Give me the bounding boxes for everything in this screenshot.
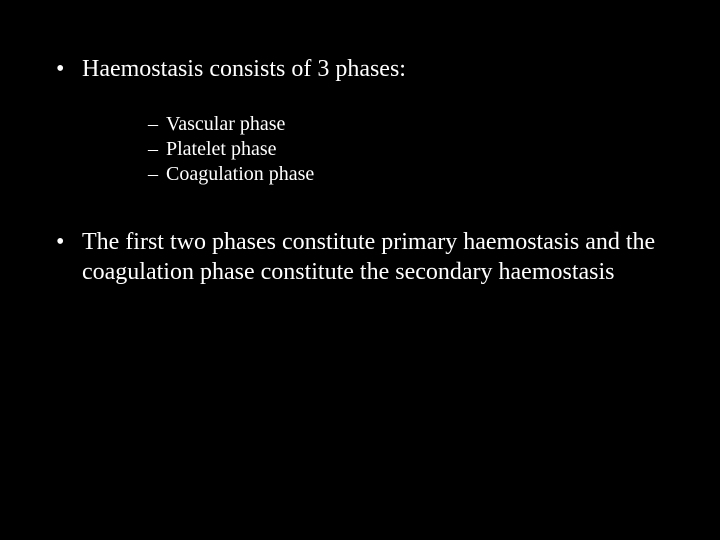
sub-bullet-text: Vascular phase: [166, 113, 285, 135]
sub-bullet-item: Coagulation phase: [148, 162, 666, 187]
bullet-text: Haemostasis consists of 3 phases:: [82, 56, 406, 82]
bullet-list-1: Haemostasis consists of 3 phases: Vascul…: [54, 54, 666, 187]
sub-bullet-item: Platelet phase: [148, 137, 666, 162]
sub-bullet-list: Vascular phase Platelet phase Coagulatio…: [148, 112, 666, 187]
bullet-list-2: The first two phases constitute primary …: [54, 227, 666, 287]
bullet-item: The first two phases constitute primary …: [54, 227, 666, 287]
bullet-text: The first two phases constitute primary …: [82, 229, 655, 285]
sub-bullet-text: Platelet phase: [166, 138, 277, 160]
sub-bullet-item: Vascular phase: [148, 112, 666, 137]
sub-bullet-text: Coagulation phase: [166, 163, 314, 185]
bullet-item: Haemostasis consists of 3 phases: Vascul…: [54, 54, 666, 187]
slide: Haemostasis consists of 3 phases: Vascul…: [0, 0, 720, 540]
